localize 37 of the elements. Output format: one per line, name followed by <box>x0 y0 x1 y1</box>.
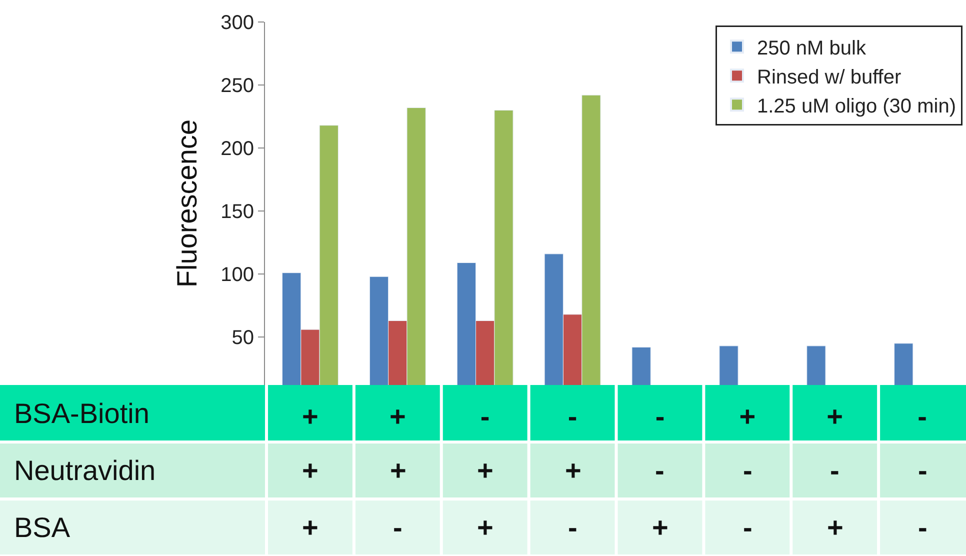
legend-label: Rinsed w/ buffer <box>756 66 902 88</box>
text: - <box>918 512 928 543</box>
text: - <box>918 455 928 486</box>
text: + <box>565 455 582 486</box>
y-tick-label: 250 <box>220 75 254 98</box>
text: + <box>477 512 494 543</box>
text: - <box>393 512 402 543</box>
x-tick-label: + <box>302 401 318 432</box>
text: BSA <box>14 512 70 543</box>
y-axis-title: Fluorescence <box>171 119 202 288</box>
text: + <box>827 512 844 543</box>
legend-label: 1.25 uM oligo (30 min) <box>756 95 956 118</box>
text: + <box>652 512 668 543</box>
x-tick-label: + <box>739 401 756 432</box>
text: BSA-Biotin <box>14 398 150 429</box>
x-tick-label: + <box>826 401 844 432</box>
text: - <box>743 455 752 486</box>
legend-label: 250 nM bulk <box>756 37 867 60</box>
x-tick-label: - <box>918 401 927 432</box>
x-tick-label: - <box>480 401 490 432</box>
y-tick-label: 150 <box>220 201 254 224</box>
y-tick-label: 50 <box>232 327 254 350</box>
x-tick-label: - <box>568 401 578 432</box>
text: Neutravidin <box>14 455 156 486</box>
x-tick-label: - <box>655 401 665 432</box>
y-tick-label: 300 <box>220 12 254 34</box>
text: - <box>568 512 578 543</box>
text: - <box>743 512 752 543</box>
text: - <box>655 455 664 486</box>
text: - <box>830 455 840 486</box>
y-tick-label: 200 <box>220 138 254 160</box>
y-tick-label: 100 <box>220 264 254 286</box>
text: + <box>477 455 494 486</box>
text: + <box>302 455 318 486</box>
text: + <box>302 512 318 543</box>
text: + <box>390 455 406 486</box>
x-tick-label: + <box>389 401 406 432</box>
